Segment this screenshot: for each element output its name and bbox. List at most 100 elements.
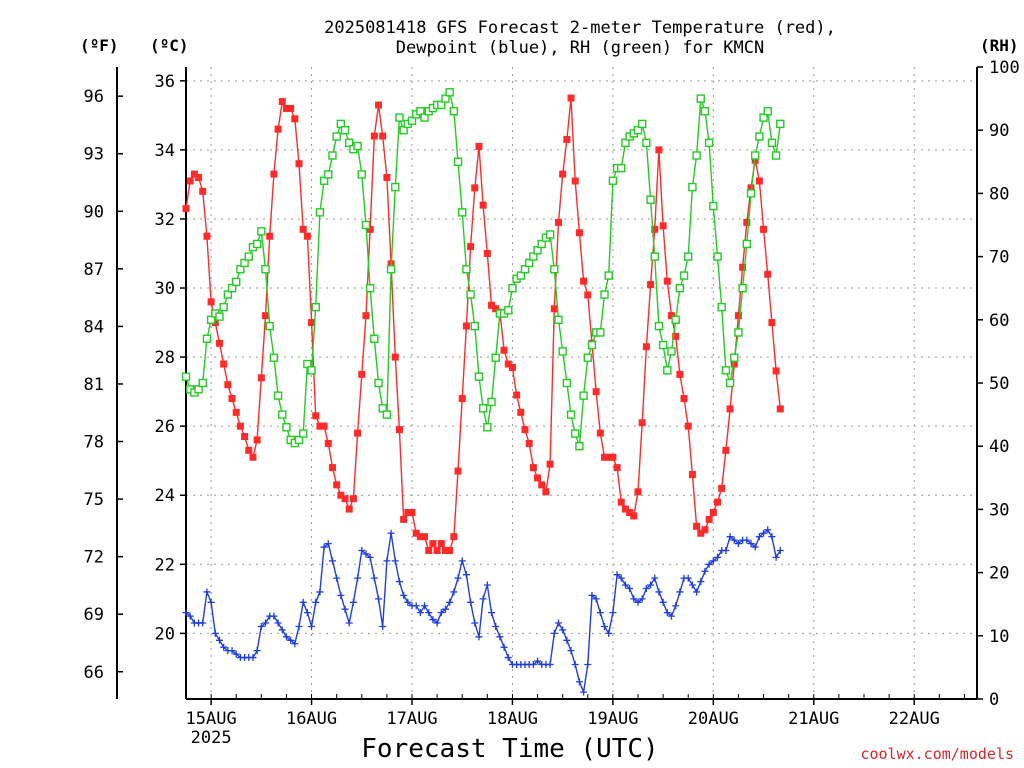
rh-point: [654, 321, 664, 331]
dewpoint-point: [672, 602, 680, 610]
credit-link[interactable]: coolwx.com/models: [860, 745, 1014, 763]
temperature-point: [642, 343, 650, 351]
rh-tick-label: 80: [989, 184, 1009, 204]
temperature-point: [341, 495, 349, 503]
dewpoint-point: [571, 660, 579, 668]
dewpoint-point: [676, 588, 684, 596]
temperature-point: [584, 291, 592, 299]
rh-point: [395, 113, 404, 122]
celsius-tick-label: 20: [155, 624, 175, 644]
dewpoint-point: [734, 540, 742, 548]
dewpoint-point: [303, 609, 311, 617]
dewpoint-point: [249, 654, 257, 662]
celsius-tick-label: 24: [155, 486, 175, 506]
temperature-point: [282, 104, 290, 112]
dewpoint-point: [450, 588, 458, 596]
dewpoint-point: [228, 647, 236, 655]
temperature-point: [626, 509, 634, 517]
dewpoint-point: [375, 595, 383, 603]
temperature-point: [634, 488, 642, 496]
temperature-point: [776, 405, 784, 413]
rh-point: [734, 328, 743, 337]
dewpoint-point: [747, 540, 755, 548]
temperature-point: [647, 281, 655, 289]
dewpoint-point: [387, 529, 395, 537]
temperature-point: [726, 405, 734, 413]
dewpoint-point: [186, 612, 194, 620]
rh-point: [202, 334, 212, 343]
dewpoint-point: [567, 647, 575, 655]
rh-point: [504, 306, 513, 315]
temperature-point: [663, 277, 671, 285]
temperature-point: [224, 381, 232, 389]
dewpoint-point: [617, 574, 625, 582]
dewpoint-point: [199, 619, 207, 627]
rh-point: [466, 290, 475, 299]
dewpoint-point: [324, 540, 332, 548]
dewpoint-point: [726, 533, 734, 541]
rh-point: [370, 334, 379, 343]
rh-point: [487, 397, 496, 407]
temperature-point: [701, 526, 709, 534]
temperature-point: [500, 346, 508, 354]
rh-point: [700, 107, 710, 116]
rh-point: [252, 239, 262, 249]
dewpoint-point: [441, 605, 449, 613]
dewpoint-point: [751, 543, 759, 551]
dewpoint-point: [613, 571, 621, 579]
rh-point: [219, 302, 228, 312]
temperature-point: [651, 225, 659, 233]
rh-point: [357, 170, 366, 179]
rh-point: [449, 107, 459, 116]
dewpoint-point: [274, 619, 282, 627]
temperature-point: [454, 467, 462, 475]
temperature-point: [195, 174, 203, 182]
rh-point: [658, 340, 668, 350]
dewpoint-point: [362, 550, 370, 558]
temperature-point: [709, 509, 717, 517]
dewpoint-point: [492, 622, 500, 630]
temperature-point: [529, 464, 537, 472]
celsius-tick-label: 34: [155, 141, 175, 161]
temperature-point: [580, 277, 588, 285]
dewpoint-point: [341, 605, 349, 613]
dewpoint-point: [588, 591, 596, 599]
chart-title-line-2: Dewpoint (blue), RH (green) for KMCN: [395, 38, 765, 58]
dewpoint-point: [316, 588, 324, 596]
temperature-point: [467, 243, 475, 251]
rh-point: [453, 157, 463, 167]
rh-point: [730, 353, 739, 362]
temperature-point: [433, 546, 441, 554]
temperature-point: [308, 319, 316, 327]
rh-point: [458, 208, 467, 217]
temperature-point: [416, 533, 424, 541]
dewpoint-point: [701, 567, 709, 575]
temperature-point: [429, 540, 437, 548]
temperature-point: [693, 522, 701, 530]
rh-point: [265, 321, 274, 331]
dewpoint-point: [697, 578, 705, 586]
dewpoint-point: [488, 609, 496, 617]
temperature-point: [324, 439, 332, 447]
rh-tick-label: 40: [989, 437, 1009, 457]
rh-point: [244, 252, 253, 261]
rh-point: [307, 366, 316, 375]
rh-point: [470, 321, 479, 331]
dewpoint-point: [630, 595, 638, 603]
rh-tick-label: 70: [989, 248, 1009, 268]
temperature-point: [278, 98, 286, 106]
temperature-point: [395, 426, 403, 434]
dewpoint-point: [529, 660, 537, 668]
x-tick-label: 21AUG: [788, 709, 839, 729]
dewpoint-point: [328, 557, 336, 565]
fahrenheit-tick-label: 90: [84, 202, 104, 222]
dewpoint-point: [546, 660, 554, 668]
temperature-point: [714, 498, 722, 506]
dewpoint-point: [596, 609, 604, 617]
rh-point: [558, 347, 567, 356]
dewpoint-point: [320, 543, 328, 551]
rh-point: [704, 138, 714, 148]
temperature-point: [517, 408, 525, 416]
temperature-point: [337, 491, 345, 499]
temperature-point: [688, 471, 696, 479]
